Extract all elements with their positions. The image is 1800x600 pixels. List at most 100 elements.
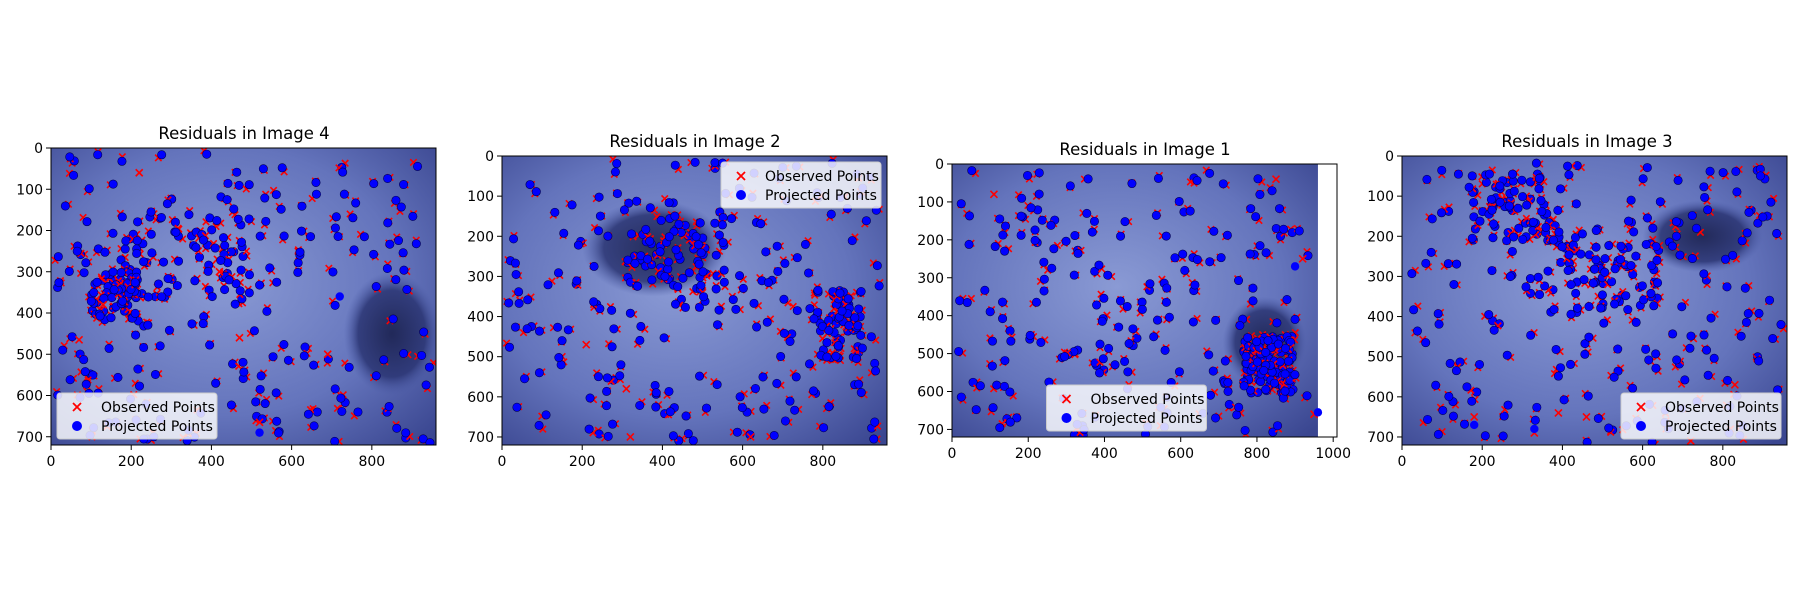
projected-point: [1758, 212, 1768, 222]
projected-point: [1580, 349, 1590, 359]
projected-point: [1530, 424, 1539, 434]
projected-point: [1535, 290, 1545, 300]
projected-point: [1557, 242, 1567, 252]
projected-point: [1245, 249, 1255, 259]
projected-point: [1115, 296, 1125, 306]
projected-point: [607, 305, 617, 315]
y-tick-label: 0: [935, 157, 944, 173]
projected-point: [1263, 336, 1273, 346]
projected-point: [844, 320, 854, 330]
projected-point: [81, 379, 91, 389]
projected-point: [1475, 359, 1485, 369]
projected-point: [1005, 417, 1015, 427]
projected-point: [328, 267, 338, 277]
projected-point: [1039, 257, 1049, 267]
projected-point: [1731, 166, 1741, 176]
projected-point: [1082, 208, 1092, 218]
projected-point: [1174, 196, 1184, 206]
projected-point: [1095, 339, 1105, 349]
x-tick-label: 400: [1091, 446, 1118, 462]
projected-point: [335, 292, 344, 301]
projected-point: [1234, 402, 1244, 412]
projected-point: [1706, 313, 1716, 323]
projected-point: [818, 321, 828, 331]
projected-point: [156, 213, 166, 223]
projected-point: [143, 320, 153, 330]
legend: Observed Points Projected Points: [1046, 384, 1207, 432]
projected-point: [1268, 427, 1278, 437]
projected-point: [1533, 272, 1543, 282]
projected-point: [630, 258, 640, 268]
projected-point: [1548, 235, 1558, 245]
projected-point: [762, 317, 772, 327]
projected-point: [792, 253, 802, 263]
projected-point: [563, 325, 573, 335]
projected-point: [1261, 248, 1271, 258]
y-tick-label: 400: [16, 306, 43, 322]
projected-point: [988, 403, 998, 413]
y-tick-label: 300: [467, 269, 494, 285]
projected-point: [255, 231, 265, 241]
projected-point: [1742, 228, 1752, 238]
projected-point: [1736, 331, 1746, 341]
projected-point: [1188, 317, 1198, 327]
projected-point: [1489, 219, 1499, 229]
y-tick-label: 500: [16, 347, 43, 363]
projected-point: [255, 428, 264, 437]
projected-point: [154, 279, 164, 289]
legend-projected-label: Projected Points: [1091, 411, 1203, 427]
projected-point: [1651, 242, 1661, 252]
projected-point: [54, 278, 64, 288]
projected-point: [1616, 241, 1626, 251]
projected-point: [1610, 264, 1620, 274]
projected-point: [203, 266, 213, 276]
projected-point: [1160, 345, 1170, 355]
projected-point: [735, 392, 745, 402]
x-tick-label: 200: [1015, 446, 1042, 462]
projected-point: [1556, 363, 1566, 373]
observed-point: [626, 432, 635, 442]
projected-point: [1621, 291, 1631, 301]
legend-projected-marker: [736, 190, 746, 200]
projected-point: [1502, 236, 1512, 246]
projected-point: [995, 423, 1005, 433]
projected-point: [1737, 236, 1747, 246]
projected-point: [220, 285, 230, 295]
projected-point: [780, 416, 790, 426]
projected-point: [1703, 370, 1713, 380]
projected-point: [1161, 231, 1171, 241]
projected-point: [759, 404, 769, 414]
projected-point: [756, 219, 766, 229]
legend-projected-marker: [1061, 413, 1072, 423]
projected-point: [1556, 184, 1566, 194]
projected-point: [130, 277, 140, 287]
projected-point: [509, 234, 519, 244]
projected-point: [510, 322, 520, 332]
projected-point: [1030, 235, 1040, 245]
y-tick-label: 300: [1367, 269, 1394, 285]
projected-point: [106, 313, 116, 323]
projected-point: [337, 406, 347, 416]
projected-point: [330, 384, 340, 394]
projected-point: [1438, 405, 1448, 415]
projected-point: [230, 299, 240, 309]
subplot-image-2: Residuals in Image 2 0 200 400 600 800 0 100 20…: [467, 132, 888, 470]
projected-point: [351, 198, 361, 208]
projected-point: [1652, 255, 1662, 265]
projected-point: [714, 305, 724, 315]
projected-point: [1034, 189, 1044, 199]
projected-point: [1036, 337, 1046, 347]
projected-point: [1017, 193, 1027, 203]
projected-point: [1495, 197, 1505, 207]
projected-point: [1583, 391, 1593, 401]
projected-point: [987, 361, 997, 371]
projected-point: [1484, 310, 1494, 320]
projected-point: [531, 187, 541, 197]
projected-point: [1460, 419, 1470, 429]
projected-point: [615, 371, 625, 381]
projected-point: [1722, 282, 1732, 292]
projected-point: [344, 362, 354, 372]
projected-point: [804, 268, 814, 278]
projected-point: [854, 379, 864, 389]
projected-point: [333, 231, 343, 241]
